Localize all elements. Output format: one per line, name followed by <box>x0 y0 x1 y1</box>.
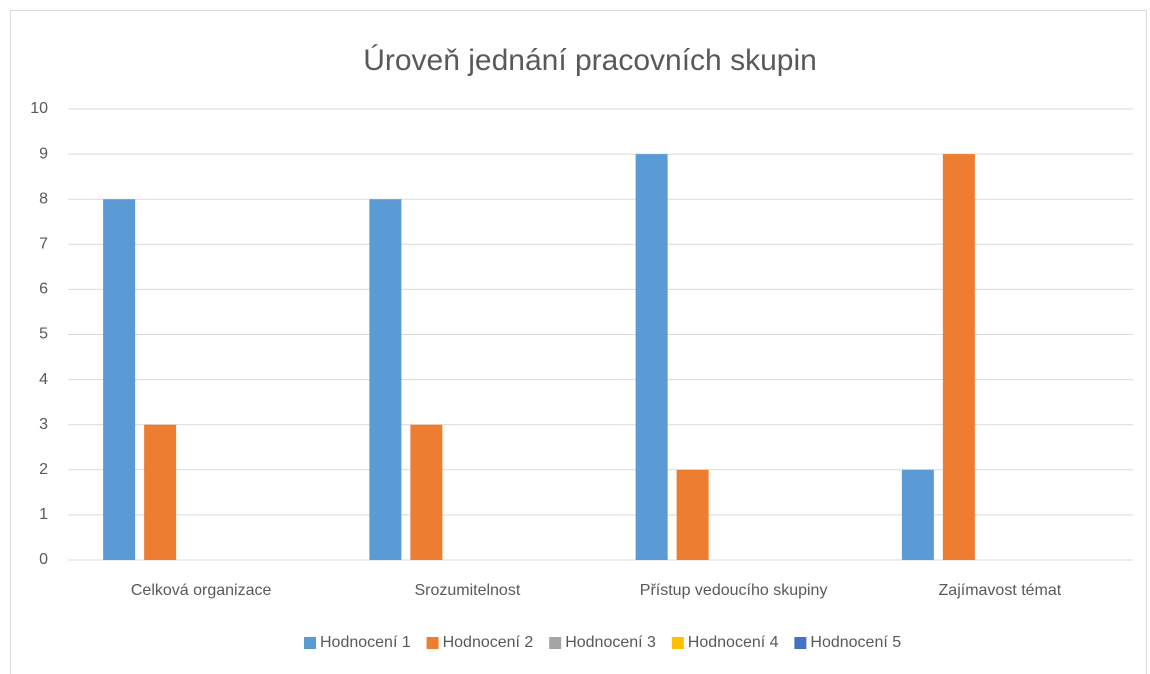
x-tick-label: Zajímavost témat <box>939 582 1062 599</box>
chart-border <box>10 10 1147 674</box>
bar <box>103 199 136 560</box>
bar <box>676 469 709 560</box>
bar <box>369 199 402 560</box>
legend-swatch <box>671 637 684 649</box>
legend-swatch <box>549 637 562 649</box>
bar <box>942 154 975 560</box>
bar <box>901 469 934 560</box>
legend-label: Hodnocení 1 <box>320 634 411 651</box>
bar <box>635 154 668 560</box>
bar <box>144 424 177 560</box>
legend-label: Hodnocení 2 <box>443 634 534 651</box>
y-tick-label: 5 <box>39 326 48 343</box>
y-tick-label: 0 <box>39 551 48 568</box>
chart-title: Úroveň jednání pracovních skupin <box>363 44 817 77</box>
y-tick-label: 6 <box>39 281 48 298</box>
y-tick-label: 1 <box>39 506 48 523</box>
legend-swatch <box>426 637 439 649</box>
y-tick-label: 3 <box>39 416 48 433</box>
legend-swatch <box>304 637 316 649</box>
y-tick-label: 2 <box>39 461 48 478</box>
x-tick-label: Srozumitelnost <box>414 582 520 599</box>
legend-label: Hodnocení 4 <box>688 634 779 651</box>
y-tick-label: 4 <box>39 371 48 388</box>
bar <box>410 424 443 560</box>
y-tick-label: 10 <box>30 100 48 117</box>
y-tick-label: 7 <box>39 236 48 253</box>
legend-label: Hodnocení 5 <box>810 634 901 651</box>
x-tick-label: Přístup vedoucího skupiny <box>640 582 828 599</box>
y-tick-label: 9 <box>39 145 48 162</box>
x-tick-label: Celková organizace <box>131 582 272 599</box>
y-tick-label: 8 <box>39 190 48 207</box>
legend-label: Hodnocení 3 <box>565 634 656 651</box>
legend-swatch <box>794 637 807 649</box>
